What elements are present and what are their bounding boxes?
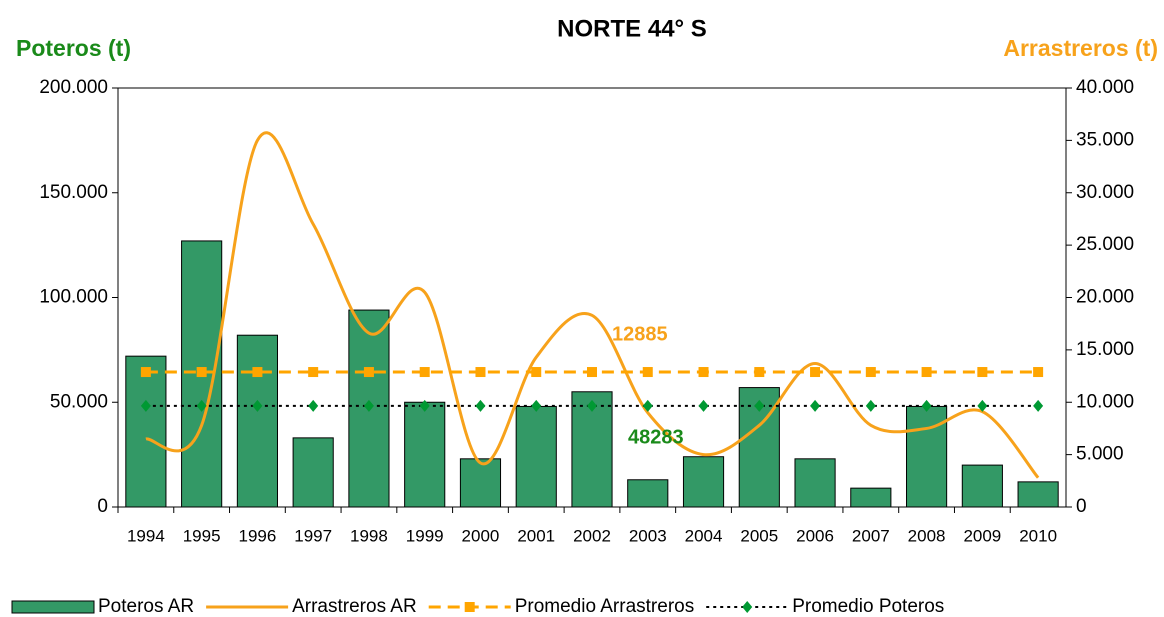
bar: [404, 401, 446, 508]
y2-tick-label: 10.000: [1076, 391, 1134, 412]
bar: [1017, 481, 1059, 508]
y2-tick-label: 30.000: [1076, 182, 1134, 203]
marker: [419, 367, 430, 378]
legend-label: Poteros AR: [98, 596, 194, 617]
line: [145, 131, 1040, 479]
legend-label: Promedio Arrastreros: [515, 596, 695, 617]
marker: [642, 399, 653, 412]
marker: [252, 399, 263, 412]
y-axis-title: Poteros (t): [16, 35, 131, 61]
marker: [363, 367, 374, 378]
x-tick-label: 2000: [462, 526, 500, 545]
x-tick-label: 2007: [852, 526, 890, 545]
y-tick-label: 200.000: [39, 77, 108, 98]
marker: [977, 367, 988, 378]
bar: [794, 458, 836, 508]
marker: [754, 367, 765, 378]
marker: [308, 367, 319, 378]
bar: [236, 334, 278, 508]
y2-tick-label: 15.000: [1076, 339, 1134, 360]
marker: [531, 399, 542, 412]
marker: [754, 399, 765, 412]
legend-marker: [742, 601, 753, 613]
marker: [196, 399, 207, 412]
y2-tick-label: 0: [1076, 496, 1087, 517]
marker: [531, 367, 542, 378]
x-tick-label: 1994: [127, 526, 165, 545]
marker: [252, 367, 263, 378]
marker: [475, 399, 486, 412]
x-tick-label: 2005: [740, 526, 778, 545]
marker: [810, 367, 821, 378]
marker: [1033, 367, 1044, 378]
marker: [977, 399, 988, 412]
y-tick-label: 150.000: [39, 182, 108, 203]
legend-marker: [464, 602, 475, 612]
x-tick-label: 2006: [796, 526, 834, 545]
marker: [921, 399, 932, 412]
bar: [682, 456, 725, 508]
marker: [140, 399, 151, 412]
bar: [459, 458, 502, 508]
annotation: 48283: [628, 426, 684, 448]
y2-axis-title: Arrastreros (t): [1003, 35, 1158, 61]
x-tick-label: 2004: [685, 526, 723, 545]
bar: [906, 405, 948, 508]
marker: [363, 399, 374, 412]
chart-title: NORTE 44° S: [557, 15, 707, 42]
y2-tick-label: 35.000: [1076, 129, 1134, 150]
bar: [627, 479, 669, 508]
bar: [515, 405, 557, 508]
marker: [921, 367, 932, 378]
x-tick-label: 2002: [573, 526, 611, 545]
y2-tick-label: 40.000: [1076, 77, 1134, 98]
marker: [1033, 399, 1044, 412]
y2-tick-label: 20.000: [1076, 287, 1134, 308]
legend-swatch: [11, 600, 95, 614]
marker: [475, 367, 486, 378]
y-tick-label: 100.000: [39, 287, 108, 308]
x-tick-label: 2003: [629, 526, 667, 545]
marker: [698, 399, 709, 412]
marker: [810, 399, 821, 412]
marker: [865, 367, 876, 378]
x-tick-label: 1997: [294, 526, 332, 545]
x-tick-label: 1995: [183, 526, 221, 545]
marker: [587, 367, 597, 378]
marker: [308, 399, 319, 412]
y-tick-label: 50.000: [50, 391, 108, 412]
y-tick-label: 0: [97, 496, 108, 517]
x-tick-label: 2008: [908, 526, 946, 545]
marker: [698, 367, 709, 378]
marker: [419, 399, 430, 412]
bar: [292, 437, 334, 508]
bar: [125, 355, 167, 508]
marker: [587, 399, 597, 412]
y2-tick-label: 25.000: [1076, 234, 1134, 255]
bar: [850, 487, 892, 508]
marker: [196, 367, 207, 378]
marker: [140, 367, 151, 378]
legend-label: Promedio Poteros: [792, 596, 944, 617]
bar: [961, 464, 1003, 508]
marker: [865, 399, 876, 412]
x-tick-label: 2009: [963, 526, 1001, 545]
x-tick-label: 2001: [517, 526, 555, 545]
y2-tick-label: 5.000: [1076, 444, 1124, 465]
x-tick-label: 2010: [1019, 526, 1057, 545]
marker: [642, 367, 653, 378]
annotation: 12885: [612, 323, 668, 345]
x-tick-label: 1996: [238, 526, 276, 545]
x-tick-label: 1999: [406, 526, 444, 545]
legend-label: Arrastreros AR: [292, 596, 417, 617]
x-tick-label: 1998: [350, 526, 388, 545]
